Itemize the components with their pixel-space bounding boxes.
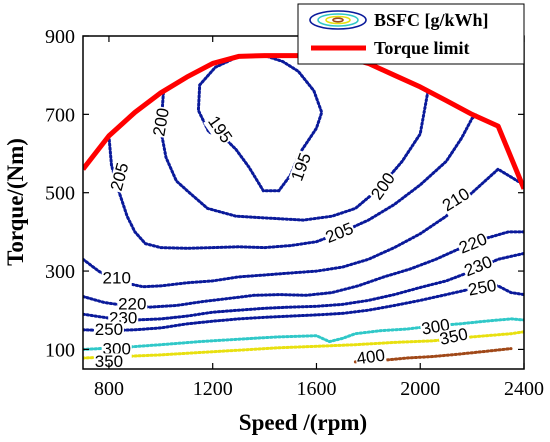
x-axis-ticks: 800 1200 1600 2000 2400 xyxy=(94,36,544,400)
x-tick-label: 2400 xyxy=(504,378,544,400)
contour-230 xyxy=(83,251,524,322)
y-axis-ticks: 100 300 500 700 900 xyxy=(45,26,524,361)
x-tick-label: 2000 xyxy=(400,378,440,400)
x-axis-label: Speed /(rpm) xyxy=(239,410,367,435)
contour-label: 400 xyxy=(355,346,386,369)
x-tick-label: 800 xyxy=(94,378,124,400)
contour-label-background xyxy=(437,325,471,350)
contour-label: 350 xyxy=(95,352,123,371)
contour-label: 250 xyxy=(467,276,498,300)
contour-label-background xyxy=(101,269,132,288)
y-tick-label: 100 xyxy=(45,339,75,361)
x-tick-label: 1200 xyxy=(193,378,233,400)
contour-label-background xyxy=(288,150,316,185)
y-axis-label: Torque/(Nm) xyxy=(3,138,28,266)
contour-label-background xyxy=(439,184,475,217)
y-tick-label: 300 xyxy=(45,261,75,283)
legend: BSFC [g/kWh] Torque limit xyxy=(297,3,525,65)
contour-label-background xyxy=(93,353,124,372)
contour-label-background xyxy=(461,253,496,282)
contour-label: 220 xyxy=(118,295,146,314)
contour-350 xyxy=(83,330,524,360)
contour-label-background xyxy=(354,347,388,370)
contour-label-background xyxy=(93,321,124,340)
contour-label-background xyxy=(150,105,174,139)
contour-label-background xyxy=(203,112,236,148)
contour-label-background xyxy=(322,219,358,248)
contour-label: 200 xyxy=(149,106,173,137)
contour-label-background xyxy=(117,296,148,315)
x-tick-label: 1600 xyxy=(296,378,336,400)
legend-bsfc-icon xyxy=(309,10,367,30)
contour-label-background xyxy=(108,160,134,194)
legend-torque-limit-label: Torque limit xyxy=(374,38,470,58)
contour-label-background xyxy=(466,277,499,301)
contour-label: 210 xyxy=(103,268,131,287)
contour-label-background xyxy=(456,230,491,259)
y-tick-label: 500 xyxy=(45,183,75,205)
legend-bsfc-label: BSFC [g/kWh] xyxy=(374,10,489,30)
y-tick-label: 700 xyxy=(45,104,75,126)
contour-200 xyxy=(159,89,430,222)
contour-label-background xyxy=(367,169,400,205)
y-tick-label: 900 xyxy=(45,26,75,48)
contour-205 xyxy=(107,112,479,250)
contour-label: 250 xyxy=(95,320,123,339)
contour-300 xyxy=(83,317,524,351)
